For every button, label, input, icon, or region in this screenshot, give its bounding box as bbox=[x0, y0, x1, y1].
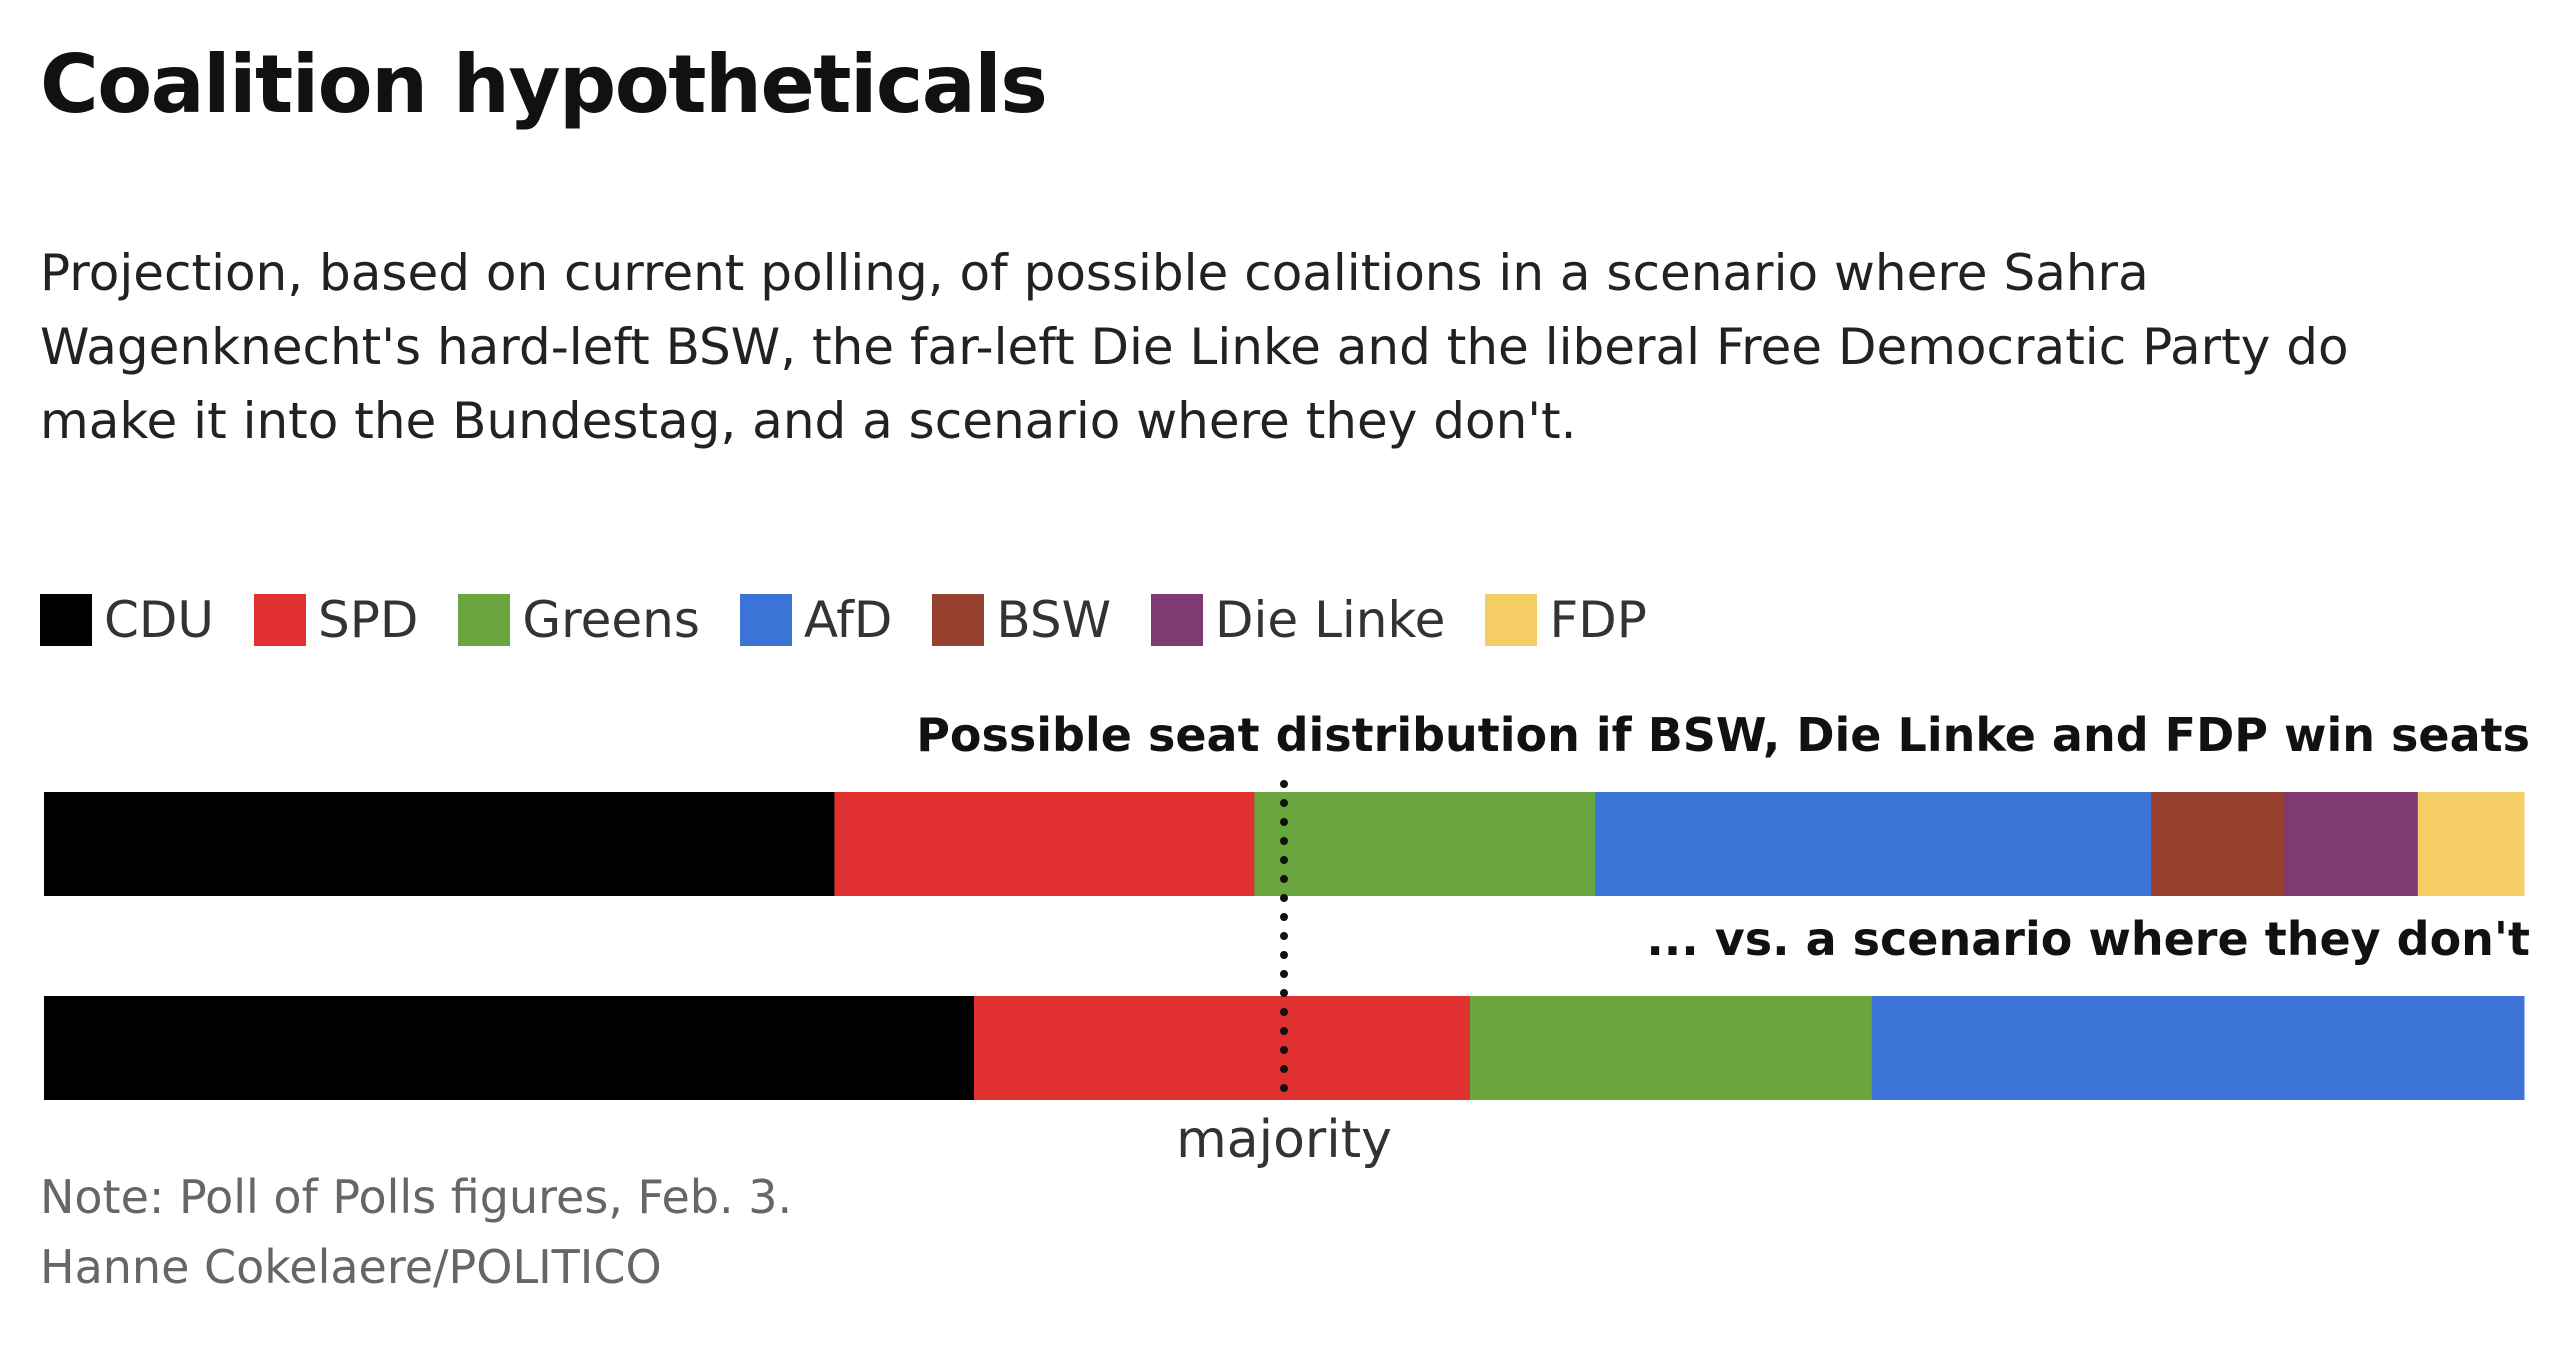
row-label-with-small-parties: Possible seat distribution if BSW, Die L… bbox=[916, 708, 2530, 762]
legend-label: Die Linke bbox=[1215, 591, 1446, 649]
chart-subtitle: Projection, based on current polling, of… bbox=[40, 244, 2349, 450]
bar-segment-afd bbox=[1595, 792, 2152, 896]
credit: Hanne Cokelaere/POLITICO bbox=[40, 1240, 662, 1294]
legend-swatch bbox=[458, 594, 511, 646]
bar-segment-greens bbox=[1254, 792, 1596, 896]
chart-title: Coalition hypotheticals bbox=[40, 38, 1048, 131]
legend-label: CDU bbox=[104, 591, 215, 649]
legend-label: AfD bbox=[803, 591, 893, 649]
legend: CDU SPD Greens AfD BSW Die Linke FDP bbox=[40, 590, 1687, 650]
bar-segment-afd bbox=[1871, 996, 2525, 1100]
bar-segment-cdu bbox=[44, 792, 835, 896]
legend-item-cdu: CDU bbox=[40, 591, 214, 649]
legend-item-afd: AfD bbox=[739, 591, 893, 649]
bar-segment-spd bbox=[834, 792, 1255, 896]
bar-segment-greens bbox=[1470, 996, 1873, 1100]
legend-item-bsw: BSW bbox=[932, 591, 1111, 649]
source-note: Note: Poll of Polls figures, Feb. 3. bbox=[40, 1170, 793, 1224]
majority-label: majority bbox=[1176, 1110, 1392, 1170]
legend-label: SPD bbox=[318, 591, 419, 649]
legend-label: BSW bbox=[996, 591, 1112, 649]
bar-segment-die-linke bbox=[2284, 792, 2419, 896]
stacked-bar-with-small-parties bbox=[44, 792, 2525, 896]
legend-swatch bbox=[932, 594, 985, 646]
bar-segment-cdu bbox=[44, 996, 975, 1100]
legend-swatch bbox=[1485, 594, 1538, 646]
legend-item-spd: SPD bbox=[254, 591, 418, 649]
stacked-bar-without-small-parties bbox=[44, 996, 2525, 1100]
legend-label: FDP bbox=[1549, 591, 1647, 649]
legend-swatch bbox=[739, 594, 792, 646]
row-label-without-small-parties: ... vs. a scenario where they don't bbox=[1646, 912, 2530, 966]
bar-segment-spd bbox=[974, 996, 1471, 1100]
bar-segment-fdp bbox=[2417, 792, 2525, 896]
legend-swatch bbox=[254, 594, 307, 646]
legend-item-fdp: FDP bbox=[1485, 591, 1647, 649]
legend-swatch bbox=[1151, 594, 1204, 646]
bar-segment-bsw bbox=[2151, 792, 2285, 896]
legend-label: Greens bbox=[522, 591, 700, 649]
legend-swatch bbox=[40, 594, 92, 646]
legend-item-die-linke: Die Linke bbox=[1151, 591, 1445, 649]
legend-item-greens: Greens bbox=[458, 591, 700, 649]
